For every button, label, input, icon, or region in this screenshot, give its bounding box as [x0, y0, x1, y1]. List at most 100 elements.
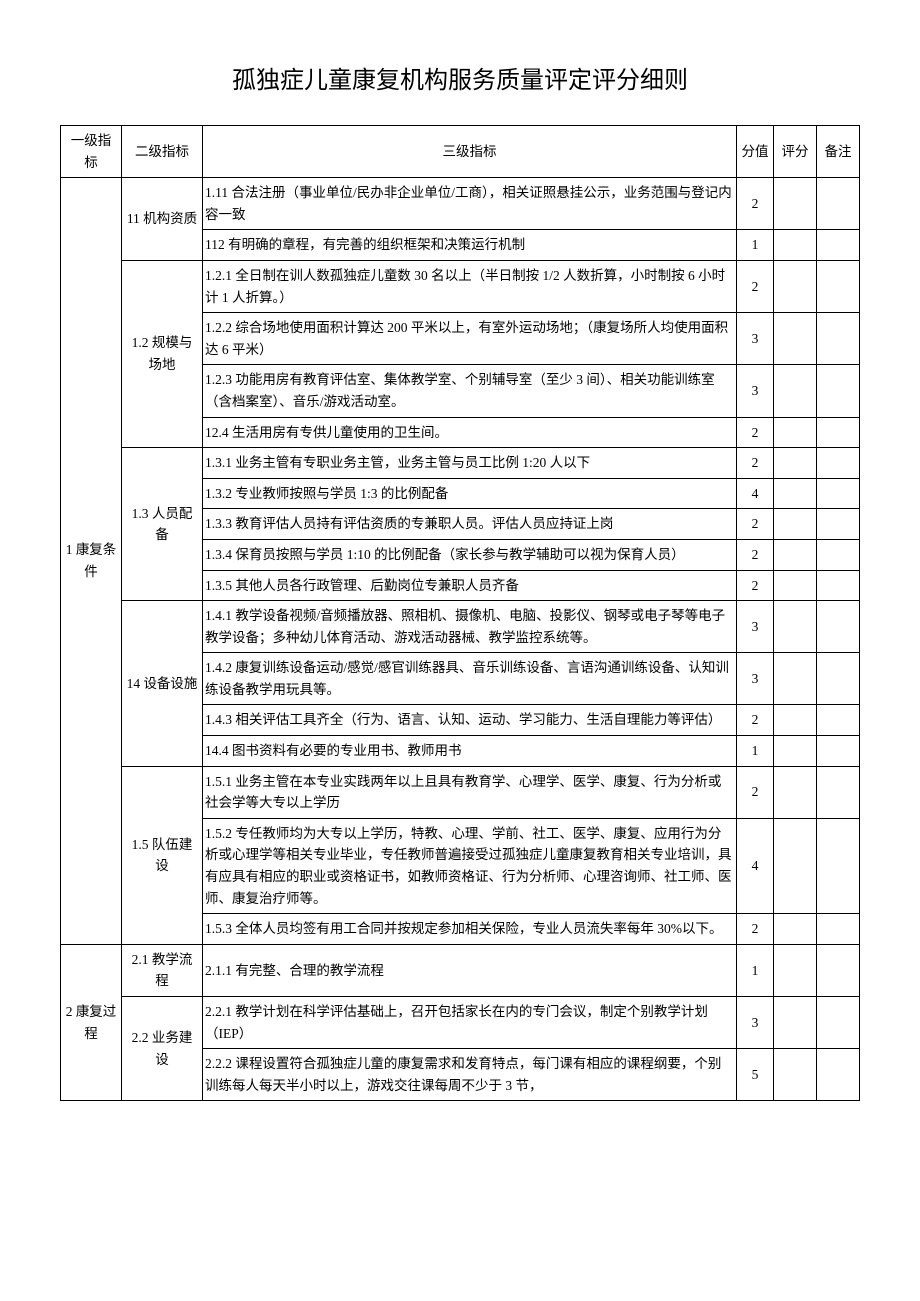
table-row: 1.3 人员配备 1.3.1 业务主管有专职业务主管，业务主管与员工比例 1:2…	[61, 448, 860, 479]
rate-cell	[774, 313, 817, 365]
l3-cell: 1.2.1 全日制在训人数孤独症儿童数 30 名以上（半日制按 1/2 人数折算…	[203, 260, 737, 312]
note-cell	[817, 997, 860, 1049]
l3-cell: 12.4 生活用房有专供儿童使用的卫生间。	[203, 417, 737, 448]
note-cell	[817, 1049, 860, 1101]
l3-cell: 2.1.1 有完整、合理的教学流程	[203, 944, 737, 996]
score-cell: 2	[737, 914, 774, 945]
l2-cell: 11 机构资质	[122, 178, 203, 261]
rate-cell	[774, 766, 817, 818]
l3-cell: 1.3.4 保育员按照与学员 1:10 的比例配备（家长参与教学辅助可以视为保育…	[203, 539, 737, 570]
rate-cell	[774, 365, 817, 417]
score-cell: 1	[737, 230, 774, 261]
note-cell	[817, 766, 860, 818]
note-cell	[817, 944, 860, 996]
score-cell: 2	[737, 509, 774, 540]
score-cell: 2	[737, 570, 774, 601]
note-cell	[817, 736, 860, 767]
rate-cell	[774, 997, 817, 1049]
rate-cell	[774, 260, 817, 312]
l3-cell: 1.3.2 专业教师按照与学员 1:3 的比例配备	[203, 478, 737, 509]
rate-cell	[774, 178, 817, 230]
rate-cell	[774, 570, 817, 601]
header-l3: 三级指标	[203, 126, 737, 178]
note-cell	[817, 818, 860, 913]
rate-cell	[774, 230, 817, 261]
score-cell: 2	[737, 705, 774, 736]
score-cell: 2	[737, 766, 774, 818]
l3-cell: 1.3.5 其他人员各行政管理、后勤岗位专兼职人员齐备	[203, 570, 737, 601]
score-cell: 3	[737, 365, 774, 417]
header-l1: 一级指标	[61, 126, 122, 178]
rate-cell	[774, 478, 817, 509]
rate-cell	[774, 653, 817, 705]
score-cell: 4	[737, 818, 774, 913]
l3-cell: 1.4.3 相关评估工具齐全（行为、语言、认知、运动、学习能力、生活自理能力等评…	[203, 705, 737, 736]
l3-cell: 1.4.2 康复训练设备运动/感觉/感官训练器具、音乐训练设备、言语沟通训练设备…	[203, 653, 737, 705]
rate-cell	[774, 1049, 817, 1101]
rate-cell	[774, 736, 817, 767]
rate-cell	[774, 705, 817, 736]
table-header-row: 一级指标 二级指标 三级指标 分值 评分 备注	[61, 126, 860, 178]
score-cell: 4	[737, 478, 774, 509]
score-cell: 5	[737, 1049, 774, 1101]
score-cell: 2	[737, 539, 774, 570]
table-row: 2 康复过程 2.1 教学流程 2.1.1 有完整、合理的教学流程 1	[61, 944, 860, 996]
l1-cell: 2 康复过程	[61, 944, 122, 1101]
l2-cell: 1.2 规模与场地	[122, 260, 203, 447]
l2-cell: 1.5 队伍建设	[122, 766, 203, 944]
header-score: 分值	[737, 126, 774, 178]
rate-cell	[774, 601, 817, 653]
score-cell: 1	[737, 736, 774, 767]
note-cell	[817, 653, 860, 705]
page-title: 孤独症儿童康复机构服务质量评定评分细则	[60, 60, 860, 95]
score-cell: 2	[737, 448, 774, 479]
note-cell	[817, 570, 860, 601]
note-cell	[817, 417, 860, 448]
l3-cell: 1.5.3 全体人员均签有用工合同并按规定参加相关保险，专业人员流失率每年 30…	[203, 914, 737, 945]
score-cell: 3	[737, 313, 774, 365]
l3-cell: 14.4 图书资料有必要的专业用书、教师用书	[203, 736, 737, 767]
l3-cell: 1.3.1 业务主管有专职业务主管，业务主管与员工比例 1:20 人以下	[203, 448, 737, 479]
score-cell: 3	[737, 653, 774, 705]
rate-cell	[774, 818, 817, 913]
note-cell	[817, 260, 860, 312]
header-l2: 二级指标	[122, 126, 203, 178]
note-cell	[817, 313, 860, 365]
score-cell: 2	[737, 260, 774, 312]
criteria-table: 一级指标 二级指标 三级指标 分值 评分 备注 1 康复条件 11 机构资质 1…	[60, 125, 860, 1101]
note-cell	[817, 539, 860, 570]
note-cell	[817, 230, 860, 261]
l2-cell: 14 设备设施	[122, 601, 203, 767]
l3-cell: 1.3.3 教育评估人员持有评估资质的专兼职人员。评估人员应持证上岗	[203, 509, 737, 540]
l3-cell: 2.2.1 教学计划在科学评估基础上，召开包括家长在内的专门会议，制定个别教学计…	[203, 997, 737, 1049]
rate-cell	[774, 417, 817, 448]
l3-cell: 1.2.3 功能用房有教育评估室、集体教学室、个别辅导室（至少 3 间）、相关功…	[203, 365, 737, 417]
l2-cell: 2.1 教学流程	[122, 944, 203, 996]
l2-cell: 2.2 业务建设	[122, 997, 203, 1101]
table-row: 1.2 规模与场地 1.2.1 全日制在训人数孤独症儿童数 30 名以上（半日制…	[61, 260, 860, 312]
score-cell: 1	[737, 944, 774, 996]
rate-cell	[774, 448, 817, 479]
l3-cell: 2.2.2 课程设置符合孤独症儿童的康复需求和发育特点，每门课有相应的课程纲要，…	[203, 1049, 737, 1101]
l2-cell: 1.3 人员配备	[122, 448, 203, 601]
header-rate: 评分	[774, 126, 817, 178]
rate-cell	[774, 944, 817, 996]
score-cell: 2	[737, 178, 774, 230]
rate-cell	[774, 914, 817, 945]
note-cell	[817, 365, 860, 417]
l3-cell: 1.5.1 业务主管在本专业实践两年以上且具有教育学、心理学、医学、康复、行为分…	[203, 766, 737, 818]
l3-cell: 112 有明确的章程，有完善的组织框架和决策运行机制	[203, 230, 737, 261]
header-note: 备注	[817, 126, 860, 178]
score-cell: 2	[737, 417, 774, 448]
rate-cell	[774, 539, 817, 570]
note-cell	[817, 178, 860, 230]
note-cell	[817, 448, 860, 479]
score-cell: 3	[737, 601, 774, 653]
l1-cell: 1 康复条件	[61, 178, 122, 945]
table-row: 1.5 队伍建设 1.5.1 业务主管在本专业实践两年以上且具有教育学、心理学、…	[61, 766, 860, 818]
note-cell	[817, 509, 860, 540]
note-cell	[817, 914, 860, 945]
l3-cell: 1.2.2 综合场地使用面积计算达 200 平米以上，有室外运动场地；（康复场所…	[203, 313, 737, 365]
table-row: 2.2 业务建设 2.2.1 教学计划在科学评估基础上，召开包括家长在内的专门会…	[61, 997, 860, 1049]
note-cell	[817, 705, 860, 736]
